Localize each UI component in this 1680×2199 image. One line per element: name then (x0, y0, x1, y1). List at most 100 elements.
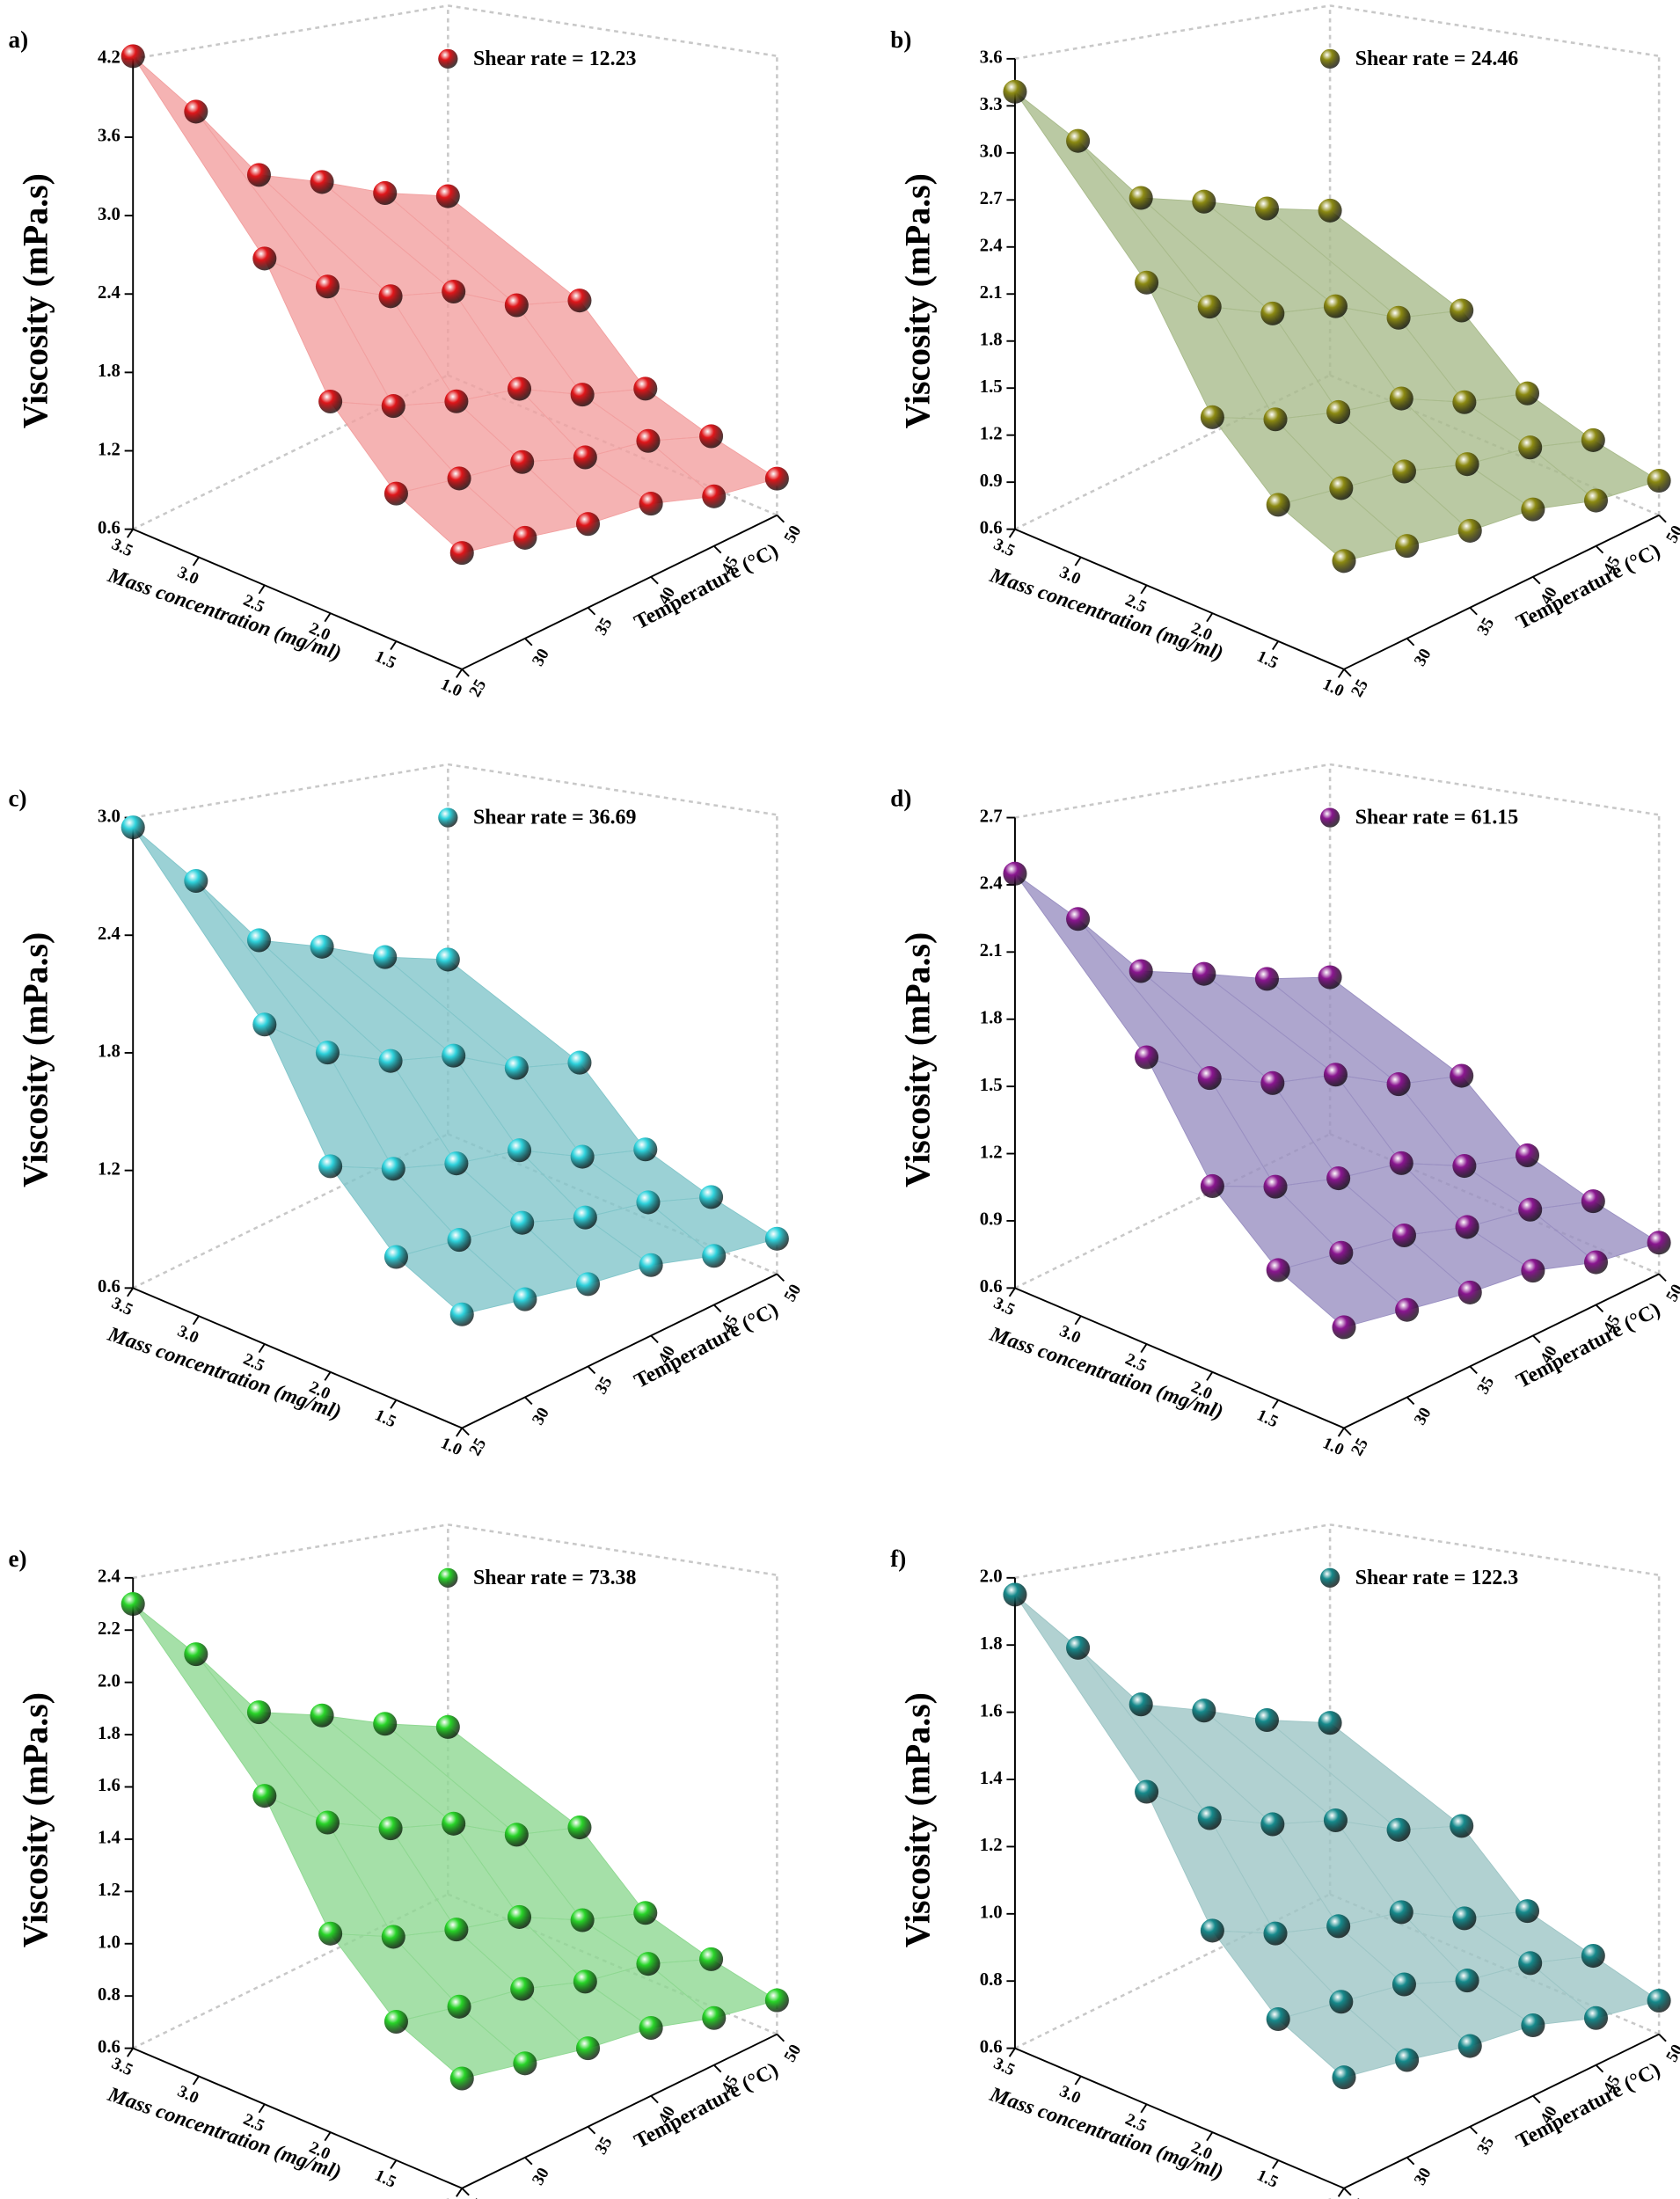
data-point (381, 394, 405, 419)
data-point (570, 383, 595, 407)
z-tick-label: 1.0 (98, 1933, 121, 1953)
data-point (1647, 1988, 1671, 2013)
data-point (1521, 1259, 1545, 1283)
data-point (442, 1043, 466, 1068)
data-point (1254, 1707, 1279, 1733)
z-tick-label: 1.2 (980, 1836, 1003, 1855)
y-tick-label: 50 (781, 2042, 806, 2065)
data-point (1329, 1990, 1354, 2014)
y-tick (713, 2064, 722, 2073)
y-tick-label: 35 (1474, 2134, 1499, 2158)
data-point (633, 1901, 658, 1925)
data-point (1581, 1944, 1605, 1969)
data-point (575, 512, 601, 537)
y-tick (713, 1304, 722, 1313)
y-tick (1532, 1334, 1541, 1344)
box-edge (448, 763, 778, 816)
data-point (1450, 1814, 1474, 1838)
x-tick-label: 1.0 (438, 2194, 465, 2199)
data-point (373, 180, 398, 205)
panel-label: c) (9, 785, 27, 812)
y-axis (1343, 514, 1660, 670)
data-point (121, 1591, 145, 1617)
y-tick (1532, 2095, 1541, 2104)
data-point (447, 466, 471, 491)
data-point (1452, 390, 1477, 414)
data-point (1003, 79, 1027, 104)
data-point (1386, 1817, 1411, 1842)
data-point (1260, 1812, 1285, 1837)
y-tick (776, 1273, 785, 1282)
y-tick (1406, 638, 1415, 647)
data-point (310, 170, 334, 194)
x-tick-label: 3.5 (109, 2054, 136, 2079)
data-point (575, 1272, 601, 1297)
y-tick-label: 35 (592, 1374, 617, 1398)
data-point (573, 1205, 597, 1230)
z-tick-label: 0.9 (980, 1210, 1003, 1230)
data-point (246, 163, 271, 187)
z-tick-label: 0.8 (980, 1970, 1003, 1990)
x-tick-label: 1.5 (372, 2166, 399, 2192)
data-point (1583, 488, 1609, 513)
x-tick-label: 1.5 (1254, 647, 1282, 673)
x-tick-label: 1.5 (372, 647, 399, 673)
box-edge (132, 763, 449, 819)
data-point (383, 1245, 408, 1269)
data-point (318, 1154, 343, 1179)
x-tick-label: 3.0 (174, 563, 201, 588)
z-tick-label: 1.2 (980, 424, 1003, 443)
data-point (510, 1976, 535, 2001)
data-point (1455, 1215, 1479, 1239)
data-point (1395, 2048, 1420, 2072)
x-tick-label: 1.0 (438, 1434, 465, 1459)
box-edge (1329, 1523, 1660, 1576)
z-tick-label: 1.2 (98, 440, 121, 459)
data-point (444, 389, 469, 413)
data-point (702, 484, 727, 508)
legend-marker (438, 1567, 458, 1588)
panel: 0.61.21.82.43.03.64.21.01.52.02.53.03.52… (9, 4, 805, 701)
x-tick (1140, 1343, 1148, 1354)
y-tick-label: 50 (1662, 2042, 1680, 2065)
data-point (1518, 1951, 1543, 1976)
data-point (1581, 1189, 1605, 1214)
data-point (383, 2009, 408, 2035)
z-tick-label: 1.8 (980, 1008, 1003, 1027)
data-point (1323, 294, 1348, 318)
y-tick (1343, 1427, 1352, 1436)
z-tick-label: 2.0 (980, 1567, 1003, 1587)
y-axis (1343, 2033, 1660, 2189)
x-tick-label: 3.0 (174, 1322, 201, 1348)
data-point (1200, 1918, 1224, 1943)
z-tick-label: 1.2 (98, 1881, 121, 1900)
data-point (507, 1904, 532, 1929)
data-point (447, 1994, 471, 2019)
data-point (1066, 1635, 1091, 1660)
z-tick-label: 1.2 (98, 1159, 121, 1179)
data-point (184, 868, 208, 894)
y-tick (587, 2126, 596, 2135)
z-axis-title: Viscosity (mPa.s) (17, 173, 55, 428)
data-point (442, 279, 466, 304)
data-point (1457, 1280, 1482, 1304)
data-point (1260, 301, 1285, 325)
x-tick (1140, 2103, 1148, 2114)
data-point (1003, 861, 1027, 886)
data-point (1192, 1699, 1216, 1723)
y-tick-label: 25 (466, 676, 491, 700)
x-axis-title: Mass concentration (mg/ml) (986, 1323, 1226, 1425)
z-tick-label: 1.5 (980, 1076, 1003, 1095)
y-tick-label: 50 (1662, 1282, 1680, 1305)
y-axis (461, 2033, 778, 2189)
data-point (1395, 1297, 1420, 1322)
y-tick (524, 2157, 533, 2166)
data-point (1395, 534, 1420, 559)
surface-patch (1014, 91, 1211, 308)
z-tick-label: 3.0 (98, 205, 121, 224)
y-tick-label: 25 (466, 1436, 491, 1459)
surface-patch (132, 827, 328, 1054)
x-tick (1008, 1287, 1016, 1297)
y-axis (461, 514, 778, 670)
surface-patch (1014, 1594, 1211, 1820)
